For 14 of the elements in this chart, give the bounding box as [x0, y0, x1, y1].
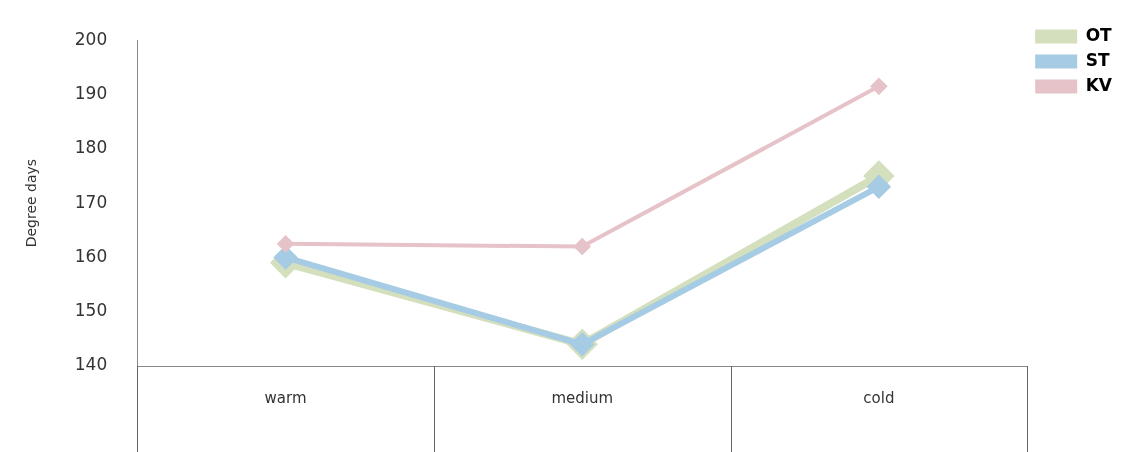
- legend-label: ST: [1085, 49, 1110, 70]
- x-tick-label: warm: [264, 388, 307, 407]
- y-tick-label: 160: [74, 245, 108, 266]
- x-tick-label: cold: [863, 388, 895, 407]
- y-tick-label: 150: [74, 300, 108, 321]
- x-tick-label: medium: [551, 388, 614, 407]
- y-tick-label: 200: [74, 28, 108, 49]
- y-tick-label: 170: [74, 191, 108, 212]
- legend-label: KV: [1085, 74, 1113, 95]
- y-tick-label: 140: [74, 354, 108, 375]
- legend-label: OT: [1085, 24, 1113, 45]
- y-tick-label: 190: [74, 82, 108, 103]
- y-axis-title: Degree days: [23, 158, 40, 248]
- y-tick-label: 180: [74, 137, 108, 158]
